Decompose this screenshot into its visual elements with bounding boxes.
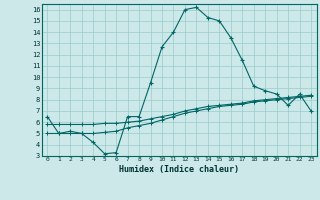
X-axis label: Humidex (Indice chaleur): Humidex (Indice chaleur): [119, 165, 239, 174]
